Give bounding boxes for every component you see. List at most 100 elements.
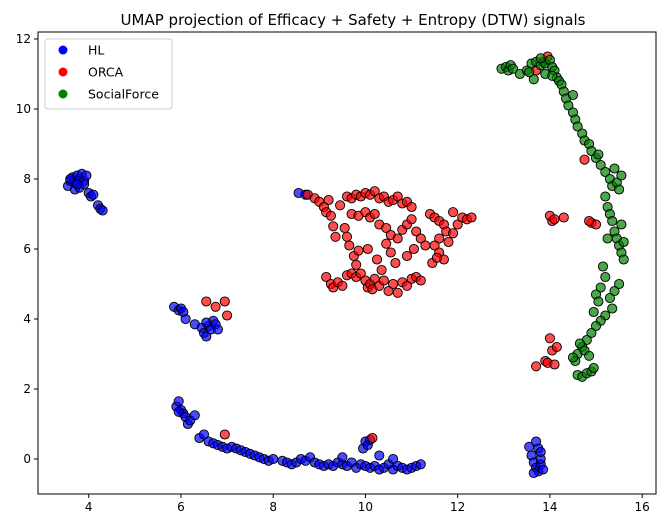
point-socialforce-56 [607,303,618,314]
point-hl-43 [173,406,184,417]
point-orca-112 [584,215,595,227]
y-tick-label-4: 4 [23,312,31,326]
x-tick-label-12: 12 [450,500,465,514]
point-socialforce-59 [590,320,602,332]
point-hl-17 [97,205,108,216]
point-orca-30 [406,201,417,213]
point-socialforce-21 [563,100,574,111]
point-orca-60 [466,212,477,223]
legend-marker-hl [58,45,68,55]
point-socialforce-73 [584,350,595,361]
y-tick-label-8: 8 [23,172,31,186]
point-orca-55 [443,236,454,248]
legend-label-hl: HL [88,43,104,58]
point-orca-12 [344,240,355,251]
point-orca-22 [369,186,380,197]
point-orca-6 [325,210,336,221]
point-orca-11 [341,231,353,242]
point-socialforce-65 [567,352,579,363]
point-orca-109 [549,214,560,225]
point-orca-94 [408,243,419,255]
point-socialforce-55 [614,278,625,290]
point-orca-44 [415,233,426,244]
point-socialforce-70 [588,362,599,374]
point-orca-105 [579,154,590,165]
point-hl-28 [201,331,212,342]
point-orca-14 [351,259,362,270]
point-hl-19 [72,179,83,190]
point-socialforce-34 [609,163,620,174]
point-socialforce-48 [616,219,627,230]
point-orca-98 [219,296,230,307]
point-socialforce-80 [535,53,546,64]
point-hl-45 [198,429,210,440]
point-orca-84 [401,280,413,291]
point-orca-81 [388,278,399,290]
point-orca-117 [531,361,542,372]
point-socialforce-75 [593,296,604,307]
point-orca-99 [222,310,233,321]
point-hl-14 [88,189,99,200]
legend-marker-orca [58,67,68,77]
point-orca-52 [429,240,440,251]
point-orca-10 [339,222,350,234]
point-orca-37 [381,222,392,234]
point-socialforce-49 [597,261,609,272]
point-orca-89 [371,254,383,265]
legend: HL ORCA SocialForce [44,38,173,110]
point-orca-108 [558,212,569,223]
point-orca-95 [401,250,413,262]
point-socialforce-76 [602,233,613,244]
point-orca-93 [381,238,392,249]
point-socialforce-24 [572,121,583,132]
point-orca-15 [353,245,364,256]
point-hl-111 [528,467,539,479]
axes-layer: 4 6 8 10 12 14 16 0 2 4 6 8 10 12 [16,31,657,514]
point-hl-8 [81,170,92,181]
point-orca-9 [335,200,346,211]
point-orca-45 [420,240,431,251]
point-socialforce-36 [614,184,625,195]
point-orca-63 [431,252,442,263]
point-orca-51 [434,233,445,244]
point-socialforce-46 [618,236,629,248]
point-orca-116 [544,333,555,344]
point-socialforce-78 [567,89,579,101]
point-orca-88 [362,243,373,255]
point-hl-36 [173,396,184,407]
point-orca-35 [369,208,380,220]
point-hl-18 [65,173,76,185]
point-orca-27 [392,191,403,202]
y-tick-label-10: 10 [16,102,31,116]
y-tick-label-0: 0 [23,452,31,466]
x-tick-label-16: 16 [635,500,650,514]
point-orca-82 [392,287,403,298]
point-socialforce-38 [600,191,611,202]
point-orca-119 [551,341,562,353]
point-orca-97 [210,301,221,312]
point-socialforce-71 [574,338,585,349]
point-socialforce-50 [600,271,611,283]
point-orca-90 [376,264,387,276]
point-socialforce-47 [618,254,629,265]
point-socialforce-31 [600,166,611,178]
point-orca-61 [448,207,459,218]
point-orca-100 [219,429,230,440]
point-socialforce-81 [524,67,535,78]
point-socialforce-30 [595,159,606,171]
point-hl-97 [388,453,399,465]
point-hl-110 [537,464,549,475]
legend-marker-socialforce [58,89,68,99]
point-orca-79 [378,275,389,286]
x-tick-label-10: 10 [358,500,373,514]
point-orca-92 [390,257,401,269]
point-orca-91 [385,247,396,258]
point-socialforce-54 [609,285,620,297]
point-hl-112 [535,446,546,458]
point-socialforce-41 [607,215,618,227]
x-tick-label-6: 6 [177,500,185,514]
point-socialforce-77 [593,149,604,160]
point-hl-34 [201,317,212,328]
point-hl-98 [337,452,348,463]
